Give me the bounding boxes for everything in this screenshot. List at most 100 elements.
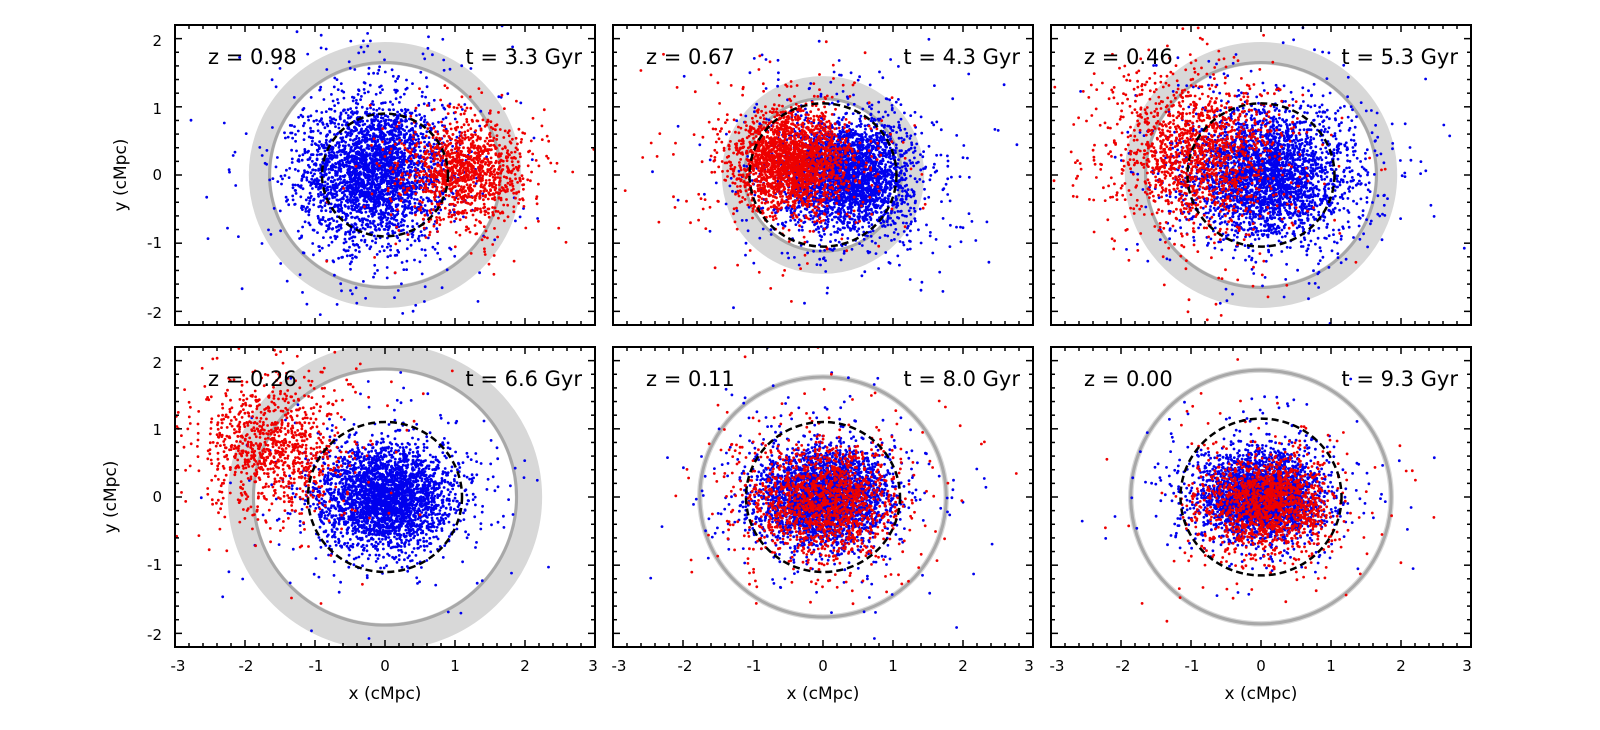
blue-particle (398, 239, 402, 243)
red-particle (466, 196, 469, 199)
blue-particle (316, 122, 320, 126)
blue-particle (335, 193, 339, 197)
blue-particle (373, 263, 377, 267)
blue-particle (321, 123, 325, 126)
blue-particle (402, 223, 405, 227)
blue-particle (350, 292, 354, 296)
blue-particle (386, 255, 390, 259)
blue-particle (334, 185, 337, 189)
blue-particle (753, 193, 757, 197)
blue-particle (322, 146, 325, 150)
blue-particle (291, 186, 295, 190)
blue-particle (328, 116, 332, 119)
blue-particle (391, 133, 395, 137)
red-particle (531, 152, 535, 156)
blue-particle (316, 129, 320, 133)
red-particle (506, 155, 510, 159)
blue-particle (404, 110, 408, 114)
blue-particle (334, 144, 337, 147)
red-particle (457, 173, 461, 177)
blue-particle (430, 108, 434, 112)
blue-particle (426, 199, 430, 203)
red-particle (453, 151, 457, 155)
blue-particle (339, 175, 342, 178)
blue-particle (373, 115, 377, 118)
blue-particle (382, 134, 386, 138)
blue-particle (412, 142, 416, 145)
red-particle (484, 179, 488, 182)
blue-particle (312, 228, 316, 232)
blue-particle (378, 85, 381, 89)
blue-particle (325, 186, 329, 190)
blue-particle (877, 110, 881, 114)
blue-particle (398, 185, 402, 189)
blue-particle (400, 282, 403, 286)
blue-particle (396, 169, 400, 172)
blue-particle (376, 113, 379, 117)
blue-particle (335, 132, 339, 136)
red-particle (513, 150, 517, 154)
red-particle (432, 176, 436, 180)
blue-particle (354, 205, 357, 209)
red-particle (516, 160, 520, 164)
red-particle (406, 233, 410, 237)
red-particle (512, 259, 516, 263)
blue-particle (296, 229, 300, 233)
red-particle (432, 179, 436, 183)
blue-particle (405, 78, 408, 82)
blue-particle (386, 200, 389, 204)
blue-particle (398, 101, 401, 104)
blue-particle (376, 167, 380, 171)
red-particle (459, 134, 463, 137)
blue-particle (293, 202, 297, 206)
red-particle (455, 106, 459, 110)
red-particle (486, 170, 489, 174)
blue-particle (350, 145, 353, 149)
blue-particle (435, 227, 439, 231)
red-particle (393, 182, 397, 186)
blue-particle (366, 223, 370, 227)
red-particle (503, 219, 506, 223)
blue-particle (347, 205, 350, 209)
blue-particle (374, 225, 377, 229)
blue-particle (366, 143, 369, 147)
red-particle (412, 134, 415, 137)
red-particle (463, 179, 467, 182)
blue-particle (373, 140, 377, 144)
blue-particle (430, 166, 434, 170)
blue-particle (364, 176, 368, 180)
blue-particle (360, 161, 364, 165)
blue-particle (298, 237, 301, 240)
blue-particle (351, 256, 354, 260)
red-particle (489, 160, 493, 164)
blue-particle (303, 220, 307, 224)
blue-particle (405, 125, 409, 129)
red-particle (512, 167, 516, 171)
blue-particle (389, 248, 392, 252)
blue-particle (323, 173, 326, 177)
blue-particle (392, 139, 396, 143)
blue-particle (439, 208, 443, 212)
blue-particle (384, 122, 388, 126)
blue-particle (481, 192, 485, 196)
red-particle (442, 217, 445, 221)
blue-particle (411, 139, 414, 143)
red-particle (453, 172, 457, 176)
blue-particle (332, 85, 336, 89)
red-particle (500, 93, 504, 97)
red-particle (433, 198, 437, 202)
blue-particle (222, 121, 226, 125)
red-particle (434, 183, 437, 187)
red-particle (443, 143, 447, 147)
blue-particle (857, 212, 861, 216)
blue-particle (357, 131, 361, 135)
blue-particle (333, 189, 337, 192)
blue-particle (453, 117, 457, 121)
red-particle (425, 172, 428, 175)
blue-particle (358, 158, 362, 162)
blue-particle (295, 30, 299, 34)
blue-particle (406, 108, 410, 112)
dashed-circle-outline (320, 112, 450, 238)
blue-particle (870, 116, 874, 120)
blue-particle (393, 128, 396, 132)
